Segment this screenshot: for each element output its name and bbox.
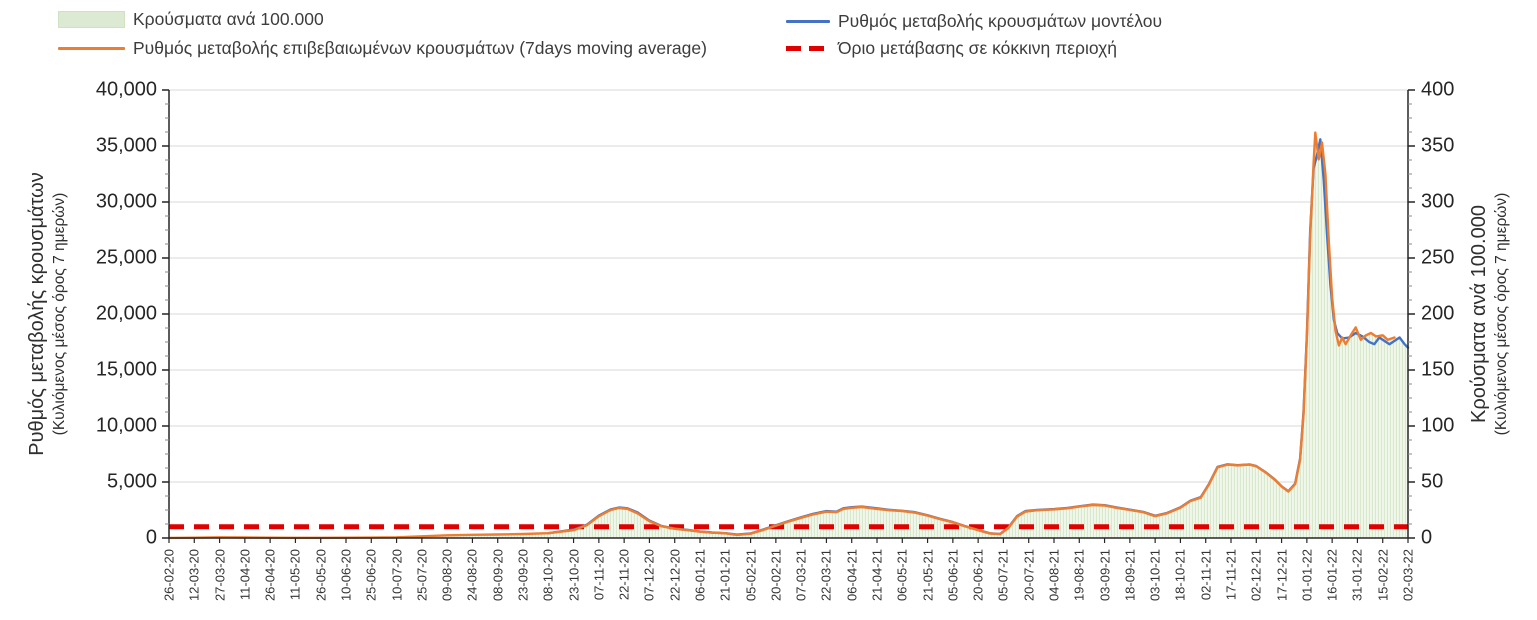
x-axis-date-label: 08-09-20 [490, 549, 506, 602]
x-axis-date-label: 05-02-21 [743, 549, 759, 602]
legend-item-cases-area: Κρούσματα ανά 100.000 [58, 9, 324, 30]
legend-label: Κρούσματα ανά 100.000 [133, 9, 324, 29]
x-axis-date-label: 18-09-21 [1122, 549, 1138, 602]
legend-item-threshold-line: Όριο μετάβασης σε κόκκινη περιοχή [786, 38, 1117, 59]
x-axis-date-label: 04-08-21 [1046, 549, 1062, 602]
left-axis-tick-label: 15,000 [95, 358, 157, 381]
area-swatch-icon [58, 11, 125, 28]
left-axis-tick-label: 35,000 [95, 134, 157, 157]
left-axis-tick-label: 5,000 [106, 470, 157, 493]
left-axis-tick-label: 10,000 [95, 414, 157, 437]
x-axis-date-label: 03-09-21 [1097, 549, 1113, 602]
right-axis-tick-label: 350 [1421, 134, 1455, 157]
x-axis-date-label: 20-02-21 [768, 549, 784, 602]
right-axis-tick-label: 250 [1421, 246, 1455, 269]
x-axis-date-label: 20-06-21 [970, 549, 986, 602]
x-axis-date-label: 06-01-21 [692, 549, 708, 602]
x-axis-date-label: 25-07-20 [414, 549, 430, 602]
line-swatch-icon [786, 20, 830, 23]
x-axis-date-label: 05-07-21 [995, 549, 1011, 602]
x-axis-date-label: 03-10-21 [1147, 549, 1163, 602]
x-axis-date-label: 17-11-21 [1223, 549, 1239, 601]
x-axis-date-label: 22-11-20 [616, 549, 632, 601]
x-axis-date-label: 25-06-20 [363, 549, 379, 602]
x-axis-date-label: 22-12-20 [667, 549, 683, 602]
right-axis-tick-label: 0 [1421, 526, 1433, 549]
x-axis-date-label: 15-02-22 [1375, 549, 1391, 602]
right-axis-tick-label: 400 [1421, 78, 1455, 101]
right-axis-tick-label: 200 [1421, 302, 1455, 325]
x-axis-date-label: 16-01-22 [1324, 549, 1340, 602]
x-axis-date-label: 31-01-22 [1349, 549, 1365, 602]
right-axis-tick-label: 150 [1421, 358, 1455, 381]
x-axis-date-label: 11-05-20 [287, 549, 303, 601]
x-axis-date-label: 23-10-20 [566, 549, 582, 602]
legend-item-model-line: Ρυθμός μεταβολής κρουσμάτων μοντέλου [786, 11, 1162, 32]
dashed-line-swatch-icon [786, 46, 830, 51]
x-axis-date-label: 10-07-20 [389, 549, 405, 602]
left-axis-tick-label: 20,000 [95, 302, 157, 325]
line-swatch-icon [58, 47, 125, 50]
x-axis-date-label: 27-03-20 [212, 549, 228, 602]
x-axis-date-label: 08-10-20 [540, 549, 556, 602]
left-axis-tick-label: 30,000 [95, 190, 157, 213]
x-axis-date-label: 06-04-21 [844, 549, 860, 602]
left-axis-tick-label: 40,000 [95, 78, 157, 101]
legend-label: Ρυθμός μεταβολής επιβεβαιωμένων κρουσμάτ… [133, 38, 707, 58]
model-line-path [547, 138, 1410, 536]
x-axis-date-label: 11-04-20 [237, 549, 253, 601]
x-axis-date-label: 01-01-22 [1299, 549, 1315, 602]
x-axis-date-label: 05-06-21 [945, 549, 961, 602]
legend-label: Όριο μετάβασης σε κόκκινη περιοχή [838, 38, 1118, 58]
right-axis-tick-label: 100 [1421, 414, 1455, 437]
x-axis-date-label: 21-05-21 [920, 549, 936, 602]
x-axis-date-label: 12-03-20 [186, 549, 202, 602]
x-axis-date-label: 18-10-21 [1172, 549, 1188, 602]
x-axis-date-label: 26-04-20 [262, 549, 278, 602]
legend-item-confirmed-line: Ρυθμός μεταβολής επιβεβαιωμένων κρουσμάτ… [58, 38, 707, 59]
x-axis-date-label: 09-08-20 [439, 549, 455, 602]
right-axis-tick-label: 50 [1421, 470, 1444, 493]
x-axis-date-label: 02-11-21 [1198, 549, 1214, 601]
x-axis-date-label: 19-08-21 [1071, 549, 1087, 602]
x-axis-date-label: 21-01-21 [717, 549, 733, 602]
x-axis-date-label: 21-04-21 [869, 549, 885, 602]
x-axis-date-label: 06-05-21 [894, 549, 910, 602]
x-axis-date-label: 22-03-21 [818, 549, 834, 602]
left-axis-tick-label: 0 [145, 526, 157, 549]
x-axis-date-label: 07-12-20 [641, 549, 657, 602]
x-axis-date-label: 17-12-21 [1274, 549, 1290, 602]
x-axis-date-label: 02-03-22 [1400, 549, 1416, 602]
x-axis-date-label: 26-02-20 [161, 549, 177, 602]
confirmed-line-path [167, 131, 1396, 540]
legend-label: Ρυθμός μεταβολής κρουσμάτων μοντέλου [838, 11, 1163, 31]
x-axis-date-label: 10-06-20 [338, 549, 354, 602]
right-axis-tick-label: 300 [1421, 190, 1455, 213]
x-axis-date-label: 02-12-21 [1248, 549, 1264, 602]
cases-per-100k-area [169, 132, 1408, 538]
x-axis-date-label: 07-03-21 [793, 549, 809, 602]
x-axis-date-label: 07-11-20 [591, 549, 607, 601]
x-axis-date-label: 23-09-20 [515, 549, 531, 602]
left-axis-tick-label: 25,000 [95, 246, 157, 269]
x-axis-date-label: 24-08-20 [464, 549, 480, 602]
x-axis-date-label: 20-07-21 [1021, 549, 1037, 602]
x-axis-date-label: 26-05-20 [313, 549, 329, 602]
